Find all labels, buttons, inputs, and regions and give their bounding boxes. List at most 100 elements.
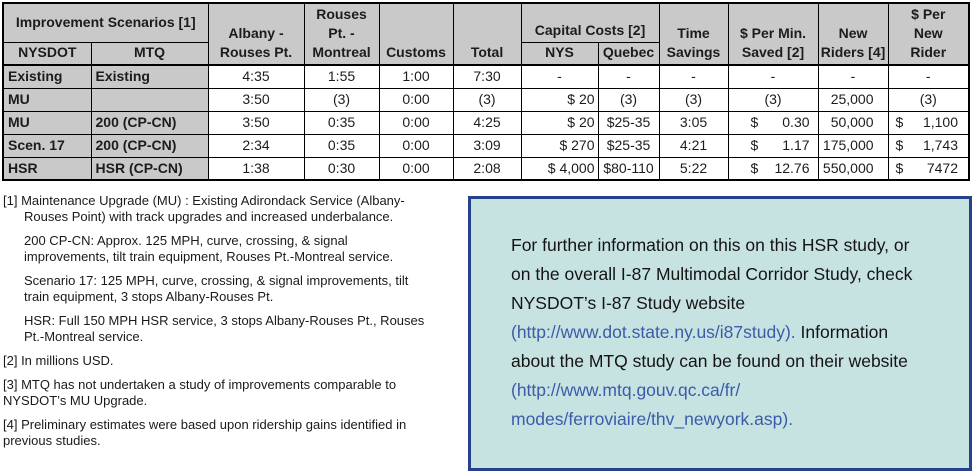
footnotes: [1] Maintenance Upgrade (MU) : Existing … [3,193,427,457]
info-box-text: For further information on this on this … [471,199,969,434]
cell-albany-rouses: 3:50 [207,87,305,112]
dollar-sign: $ [895,159,904,176]
table-row-scen17: Scen. 17 200 (CP-CN) 2:34 0:35 0:00 3:09… [2,133,970,158]
table-row-hsr: HSR HSR (CP-CN) 1:38 0:30 0:00 2:08 $ 4,… [2,156,970,181]
cell-quebec-cost: $25-35 [597,133,660,158]
footnote-1: [1] Maintenance Upgrade (MU) : Existing … [3,193,405,224]
cell-per-min-saved: $1.17 [727,133,819,158]
cell-total: (3) [452,87,522,112]
cell-total: 3:09 [452,133,522,158]
col-header-improvement-scenarios: Improvement Scenarios [1] [2,2,209,43]
cell-customs: 0:00 [378,133,454,158]
cell-albany-rouses: 2:34 [207,133,305,158]
cell-customs: 0:00 [378,87,454,112]
cell-time-savings: 3:05 [658,110,729,135]
cell-per-min-saved: - [727,64,819,89]
cell-rouses-montreal: 0:35 [303,133,380,158]
dollar-sign: $ [750,159,759,176]
cell-nysdot: Existing [2,64,92,89]
cell-nys-cost: $ 20 [520,110,599,135]
cell-albany-rouses: 1:38 [207,156,305,181]
info-box: For further information on this on this … [468,196,972,471]
cell-mtq: HSR (CP-CN) [90,156,209,181]
cell-new-riders: 175,000 [817,133,889,158]
nysdot-study-link[interactable]: (http://www.dot.state.ny.us/i87study). [511,322,796,342]
cell-per-new-rider: (3) [887,87,970,112]
dollar-sign: $ [750,114,759,130]
col-header-per-new-rider: $ Per New Rider [887,2,970,66]
dollar-sign: $ [750,137,759,153]
cell-new-riders: - [817,64,889,89]
cell-rouses-montreal: 0:30 [303,156,380,181]
info-text-2: Information about the MTQ study can be f… [511,322,908,371]
cell-quebec-cost: (3) [597,87,660,112]
cell-total: 2:08 [452,156,522,181]
cell-per-new-rider: $7472 [887,156,970,181]
amount: 1,100 [922,114,959,130]
col-header-capital-costs: Capital Costs [2] [520,2,660,43]
dollar-sign: $ [895,114,904,130]
cell-total: 7:30 [452,64,522,89]
col-header-quebec: Quebec [597,41,660,66]
amount: 1.17 [782,137,810,153]
cell-nysdot: HSR [2,156,92,181]
cell-customs: 1:00 [378,64,454,89]
cell-per-min-saved: $12.76 [727,156,819,181]
amount: 0.30 [782,114,810,130]
cell-new-riders: 550,000 [817,156,889,181]
col-header-per-min-saved: $ Per Min. Saved [2] [727,2,819,66]
cell-nysdot: MU [2,87,92,112]
col-header-nysdot: NYSDOT [2,41,92,66]
cell-rouses-montreal: (3) [303,87,380,112]
scenario-comparison-table: Improvement Scenarios [1] Albany - Rouse… [2,2,971,181]
cell-nysdot: MU [2,110,92,135]
amount: 12.76 [774,159,810,176]
cell-rouses-montreal: 0:35 [303,110,380,135]
table-row-existing: Existing Existing 4:35 1:55 1:00 7:30 - … [2,64,970,89]
cell-time-savings: 4:21 [658,133,729,158]
cell-per-min-saved: $0.30 [727,110,819,135]
footnote-1-sub-hsr: HSR: Full 150 MPH HSR service, 3 stops A… [24,313,425,344]
cell-nys-cost: $ 20 [520,87,599,112]
col-header-customs: Customs [378,2,454,66]
mtq-study-link-continued[interactable]: modes/ferroviaire/thv_newyork.asp). [511,409,794,429]
cell-mtq: Existing [90,64,209,89]
cell-new-riders: 25,000 [817,87,889,112]
cell-customs: 0:00 [378,110,454,135]
col-header-total: Total [452,2,522,66]
cell-time-savings: (3) [658,87,729,112]
cell-mtq [90,87,209,112]
cell-customs: 0:00 [378,156,454,181]
amount: 7472 [926,159,959,176]
col-header-time-savings: Time Savings [658,2,729,66]
col-header-mtq: MTQ [90,41,209,66]
footnote-3: [3] MTQ has not undertaken a study of im… [3,377,397,408]
mtq-study-link[interactable]: (http://www.mtq.gouv.qc.ca/fr/ [511,380,741,400]
amount: 1,743 [922,137,959,153]
cell-mtq: 200 (CP-CN) [90,110,209,135]
footnote-4: [4] Preliminary estimates were based upo… [3,417,407,448]
table-row-mu-only: MU 3:50 (3) 0:00 (3) $ 20 (3) (3) (3) 25… [2,87,970,112]
table-row-mu-200: MU 200 (CP-CN) 3:50 0:35 0:00 4:25 $ 20 … [2,110,970,135]
cell-time-savings: 5:22 [658,156,729,181]
info-text-1: For further information on this on this … [511,235,913,313]
cell-albany-rouses: 4:35 [207,64,305,89]
cell-quebec-cost: $80-110 [597,156,660,181]
cell-nys-cost: $ 270 [520,133,599,158]
col-header-nys: NYS [520,41,599,66]
cell-time-savings: - [658,64,729,89]
cell-nys-cost: $ 4,000 [520,156,599,181]
footnote-1-sub-200cpcn: 200 CP-CN: Approx. 125 MPH, curve, cross… [24,233,394,264]
col-header-albany-rouses: Albany - Rouses Pt. [207,2,305,66]
cell-per-new-rider: - [887,64,970,89]
cell-quebec-cost: $25-35 [597,110,660,135]
cell-quebec-cost: - [597,64,660,89]
footnote-2: [2] In millions USD. [3,353,114,368]
cell-nys-cost: - [520,64,599,89]
col-header-rouses-montreal: Rouses Pt. - Montreal [303,2,380,66]
cell-per-new-rider: $1,743 [887,133,970,158]
dollar-sign: $ [895,137,904,153]
cell-total: 4:25 [452,110,522,135]
footnote-1-sub-scenario17: Scenario 17: 125 MPH, curve, crossing, &… [24,273,409,304]
cell-mtq: 200 (CP-CN) [90,133,209,158]
